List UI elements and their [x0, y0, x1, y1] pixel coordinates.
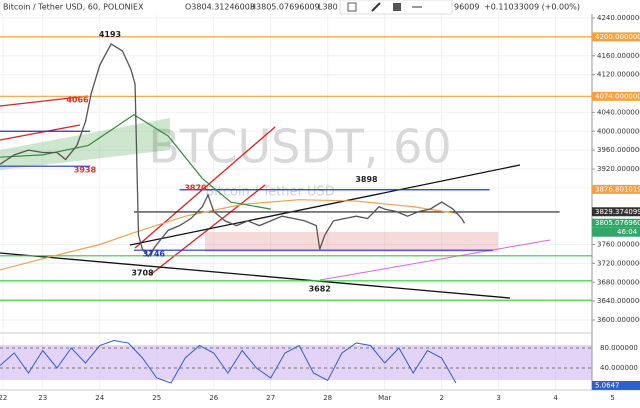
x-tick-label: 4 [553, 394, 558, 402]
y-tick-label: 3920.00000000 [597, 165, 640, 173]
y-tick-label: 3680.00000000 [597, 278, 640, 286]
price-label: 3829.37409962 [595, 208, 640, 216]
price-label-box [592, 184, 640, 194]
rsi-line [0, 339, 457, 384]
x-tick-label: 25 [152, 394, 161, 402]
x-tick-label: 3 [496, 394, 500, 402]
trendline [149, 184, 266, 276]
high: H3805.07696009 [250, 3, 320, 12]
open: O3804.31246003 [185, 3, 255, 12]
price-label: 3805.07696009 [595, 219, 640, 227]
trendline [0, 124, 81, 141]
y-tick-label: 4000.00000000 [597, 127, 640, 135]
x-tick-label: 24 [95, 394, 104, 402]
scale: 22232425262728Mar23454240.000000004160.0… [0, 14, 640, 402]
price-label-box [592, 91, 640, 101]
range-zone [205, 232, 498, 252]
annotation: 3708 [131, 268, 154, 277]
price-label: 4074.00000000 [595, 92, 640, 100]
trendline [129, 164, 521, 246]
tool-icon[interactable] [347, 2, 357, 12]
annotation: 4066 [66, 96, 89, 105]
annotation: 3746 [143, 249, 166, 258]
price-label-box [592, 207, 640, 217]
annotation: 3898 [355, 175, 378, 184]
trendline [0, 252, 511, 299]
countdown-box [592, 227, 640, 237]
trendline [319, 239, 551, 281]
x-tick-label: 5 [610, 394, 614, 402]
x-tick-label: 26 [209, 394, 218, 402]
wedge-zone [0, 118, 170, 170]
price-label-box [592, 218, 640, 228]
annotation: 3938 [74, 165, 97, 174]
rsi-band [0, 345, 592, 380]
price-label: 4200.00000000 [595, 33, 640, 41]
rsi-tick-label: 40.000000 [600, 364, 638, 372]
y-tick-label: 4040.00000000 [597, 108, 640, 116]
x-tick-label: 22 [0, 394, 7, 402]
annotation: 3870 [184, 183, 207, 192]
trendline [134, 126, 276, 249]
y-tick-label: 4160.00000000 [597, 52, 640, 60]
watermark-ticker: BTCUSDT, 60 [148, 120, 451, 174]
rsi-tick-label: 80.000000 [600, 344, 638, 352]
price-label: 3876.80101977 [595, 185, 640, 193]
y-tick-label: 3600.00000000 [597, 316, 640, 324]
countdown: 46:04 [617, 228, 638, 236]
price-line [0, 43, 466, 258]
watermark-name: Bitcoin / Tether USD [205, 185, 335, 200]
grid [0, 14, 614, 390]
price-label-box [592, 32, 640, 42]
y-tick-label: 3760.00000000 [597, 241, 640, 249]
x-tick-label: 23 [38, 394, 47, 402]
tool-icon[interactable] [371, 2, 381, 12]
rsi-last-label: 5.0647 [595, 381, 620, 389]
x-tick-label: 2 [439, 394, 443, 402]
x-tick-label: 27 [266, 394, 275, 402]
trendline [0, 95, 89, 107]
drawing-toolbar[interactable] [339, 0, 453, 15]
y-tick-label: 3960.00000000 [597, 146, 640, 154]
rsi-last-box [592, 380, 640, 390]
y-tick-label: 4120.00000000 [597, 71, 640, 79]
symbol: Bitcoin / Tether USD, 60, POLONIEX [3, 3, 144, 12]
moving-average [0, 114, 271, 210]
plot: 4193 4066 3938 3870 3746 3708 3898 3682 [0, 30, 592, 384]
x-tick-label: Mar [378, 394, 391, 402]
y-tick-label: 3640.00000000 [597, 297, 640, 305]
close: 96009 [454, 3, 479, 12]
low: L380 [318, 3, 338, 12]
annotation: 4193 [99, 30, 121, 39]
x-tick-label: 28 [323, 394, 332, 402]
price-scale [592, 14, 640, 390]
change: +0.11033009 (+0.00%) [484, 3, 580, 12]
y-tick-label: 4240.00000000 [597, 14, 640, 22]
header-bar [0, 0, 640, 14]
annotation: 3682 [309, 284, 331, 293]
tool-icon[interactable] [393, 3, 401, 11]
y-tick-label: 3720.00000000 [597, 259, 640, 267]
